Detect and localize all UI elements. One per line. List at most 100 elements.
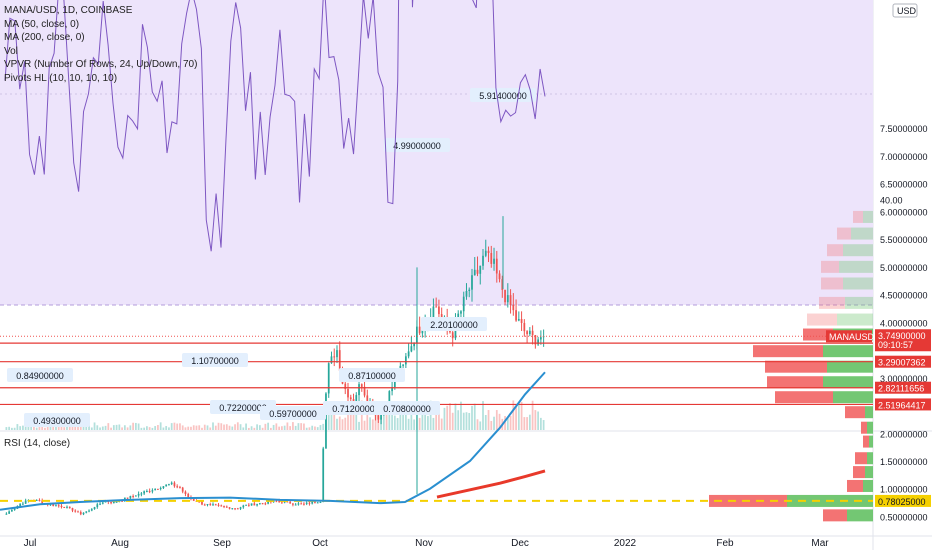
volume-bar (209, 427, 212, 430)
volume-bar (289, 426, 292, 430)
candle-body (184, 491, 187, 495)
candle-body (435, 306, 438, 308)
volume-bar (457, 410, 460, 430)
vp-down-bar (819, 296, 845, 309)
pivot-label: 2.20100000 (430, 320, 478, 330)
candle-body (275, 500, 278, 502)
candle-body (534, 335, 537, 345)
candle-body (187, 494, 190, 498)
volume-bar (93, 422, 96, 430)
volume-bar (305, 427, 308, 430)
currency-badge (892, 3, 918, 18)
candle-body (165, 484, 168, 487)
volume-bar (451, 412, 454, 430)
candle-body (308, 502, 311, 504)
volume-bar (90, 427, 93, 430)
candle-body (71, 508, 74, 511)
volume-bar (363, 420, 366, 430)
candle-body (432, 306, 435, 319)
candle-body (393, 381, 396, 388)
candle-body (330, 356, 333, 364)
candle-body (181, 487, 184, 492)
candle-body (537, 339, 539, 345)
pivot-label-bg (260, 406, 326, 420)
volume-bar (493, 416, 495, 430)
volume-bar (424, 406, 427, 430)
volume-bar (360, 400, 363, 430)
volume-bar (96, 425, 99, 430)
pivot-label: 0.49300000 (33, 416, 81, 426)
volume-bar (71, 424, 74, 430)
candle-body (286, 501, 289, 503)
candle-body (504, 289, 506, 303)
volume-bar (314, 426, 316, 430)
volume-bar (217, 422, 220, 430)
volume-bar (253, 427, 256, 430)
legend-vol[interactable]: Vol (4, 45, 18, 57)
candle-body (465, 290, 468, 297)
candle-body (68, 506, 71, 509)
candle-body (338, 350, 341, 371)
volume-bar (308, 427, 311, 430)
vp-down-bar (853, 466, 865, 479)
candle-body (360, 384, 363, 387)
volume-bar (311, 425, 314, 430)
vp-up-bar (851, 227, 873, 240)
volume-bar (242, 427, 245, 430)
volume-bar (523, 417, 526, 430)
legend-ma50[interactable]: MA (50, close, 0) (4, 18, 80, 30)
candle-body (325, 393, 327, 449)
pivot-label-bg (374, 401, 440, 415)
level-price-tag (875, 381, 931, 394)
volume-bar (303, 423, 305, 430)
candle-body (203, 504, 206, 506)
candle-body (391, 387, 393, 392)
pivot-label: 0.87100000 (348, 371, 396, 381)
candle-body (407, 351, 410, 357)
volume-bar (126, 427, 129, 430)
legend-symbol[interactable]: MANA/USD, 1D, COINBASE (4, 5, 133, 16)
price-scale-label: 4.00000000 (880, 318, 928, 328)
vp-down-bar (853, 210, 863, 223)
candle-body (404, 356, 407, 365)
pivot-label: 1.10700000 (191, 356, 239, 366)
legend-ma200[interactable]: MA (200, close, 0) (4, 32, 85, 43)
candle-body (495, 258, 498, 274)
vp-down-bar (775, 391, 833, 404)
volume-bar (5, 427, 8, 430)
rsi-line (4, 0, 546, 252)
time-axis-label: Sep (213, 538, 231, 549)
vp-up-bar (867, 421, 873, 434)
vp-down-bar (821, 260, 839, 273)
candle-body (223, 505, 225, 507)
volume-bar (165, 426, 168, 430)
volume-bar (476, 419, 479, 430)
volume-bar (256, 424, 258, 430)
volume-bar (358, 421, 360, 430)
candle-body (176, 486, 179, 488)
volume-bar (468, 412, 471, 430)
candle-body (179, 487, 181, 489)
last-price-tag (875, 329, 931, 352)
volume-bar (179, 423, 181, 430)
candle-body (8, 511, 11, 514)
candle-body (316, 502, 319, 504)
vp-down-bar (823, 509, 847, 522)
volume-bar (22, 425, 24, 430)
price-scale-label: 4.50000000 (880, 291, 928, 301)
legend-pivots[interactable]: Pivots HL (10, 10, 10, 10) (4, 72, 118, 84)
candle-body (344, 383, 347, 389)
candle-body (482, 255, 484, 266)
volume-bar (151, 427, 154, 430)
rsi-legend[interactable]: RSI (14, close) (4, 438, 71, 449)
legend-vpvr[interactable]: VPVR (Number Of Rows, 24, Up/Down, 70) (4, 59, 198, 70)
candle-body (148, 491, 151, 493)
volume-bar (393, 415, 396, 430)
level-price-tag (875, 494, 931, 507)
candle-body (278, 500, 281, 502)
volume-bar (429, 400, 432, 430)
candle-body (93, 507, 96, 510)
candle-body (283, 501, 286, 503)
